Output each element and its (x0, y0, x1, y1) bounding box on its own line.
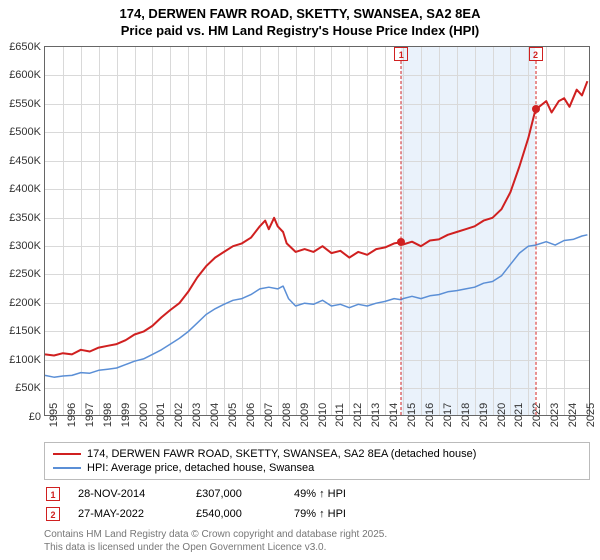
legend-row: HPI: Average price, detached house, Swan… (53, 461, 581, 475)
marker-box: 2 (529, 47, 543, 61)
sale-row: 1 28-NOV-2014 £307,000 49% ↑ HPI (44, 484, 590, 504)
ytick-label: £600K (9, 69, 45, 81)
footnote-1: Contains HM Land Registry data © Crown c… (44, 528, 590, 541)
title-line2: Price paid vs. HM Land Registry's House … (0, 23, 600, 40)
series-line (45, 81, 587, 355)
sale-delta: 49% ↑ HPI (294, 488, 346, 500)
sales-rows: 1 28-NOV-2014 £307,000 49% ↑ HPI 2 27-MAY-202… (44, 484, 590, 524)
ytick-label: £150K (9, 325, 45, 337)
legend-label: 174, DERWEN FAWR ROAD, SKETTY, SWANSEA, … (87, 448, 476, 460)
title-line1: 174, DERWEN FAWR ROAD, SKETTY, SWANSEA, … (0, 6, 600, 23)
sale-row: 2 27-MAY-2022 £540,000 79% ↑ HPI (44, 504, 590, 524)
title-block: 174, DERWEN FAWR ROAD, SKETTY, SWANSEA, … (0, 0, 600, 40)
sale-date: 27-MAY-2022 (78, 508, 178, 520)
legend-area: 174, DERWEN FAWR ROAD, SKETTY, SWANSEA, … (44, 442, 590, 554)
sale-marker: 2 (46, 507, 60, 521)
ytick-label: £200K (9, 297, 45, 309)
ytick-label: £650K (9, 41, 45, 53)
sale-price: £540,000 (196, 508, 276, 520)
legend-box: 174, DERWEN FAWR ROAD, SKETTY, SWANSEA, … (44, 442, 590, 480)
ytick-label: £250K (9, 268, 45, 280)
legend-label: HPI: Average price, detached house, Swan… (87, 462, 314, 474)
ytick-label: £350K (9, 212, 45, 224)
marker-box: 1 (394, 47, 408, 61)
legend-row: 174, DERWEN FAWR ROAD, SKETTY, SWANSEA, … (53, 447, 581, 461)
plot-area: £0£50K£100K£150K£200K£250K£300K£350K£400… (44, 46, 590, 416)
chart-container: 174, DERWEN FAWR ROAD, SKETTY, SWANSEA, … (0, 0, 600, 560)
marker-dot (532, 105, 540, 113)
sale-date: 28-NOV-2014 (78, 488, 178, 500)
ytick-label: £450K (9, 155, 45, 167)
ytick-label: £550K (9, 98, 45, 110)
ytick-label: £0 (29, 411, 45, 423)
ytick-label: £300K (9, 240, 45, 252)
sale-marker: 1 (46, 487, 60, 501)
ytick-label: £100K (9, 354, 45, 366)
ytick-label: £500K (9, 126, 45, 138)
marker-line (535, 61, 536, 415)
sale-price: £307,000 (196, 488, 276, 500)
ytick-label: £400K (9, 183, 45, 195)
footnote-2: This data is licensed under the Open Gov… (44, 541, 590, 554)
series-svg (45, 47, 589, 415)
marker-dot (397, 238, 405, 246)
sale-delta: 79% ↑ HPI (294, 508, 346, 520)
ytick-label: £50K (15, 382, 45, 394)
chart-area: £0£50K£100K£150K£200K£250K£300K£350K£400… (44, 46, 590, 416)
legend-swatch (53, 453, 81, 455)
series-line (45, 235, 587, 377)
legend-swatch (53, 467, 81, 469)
